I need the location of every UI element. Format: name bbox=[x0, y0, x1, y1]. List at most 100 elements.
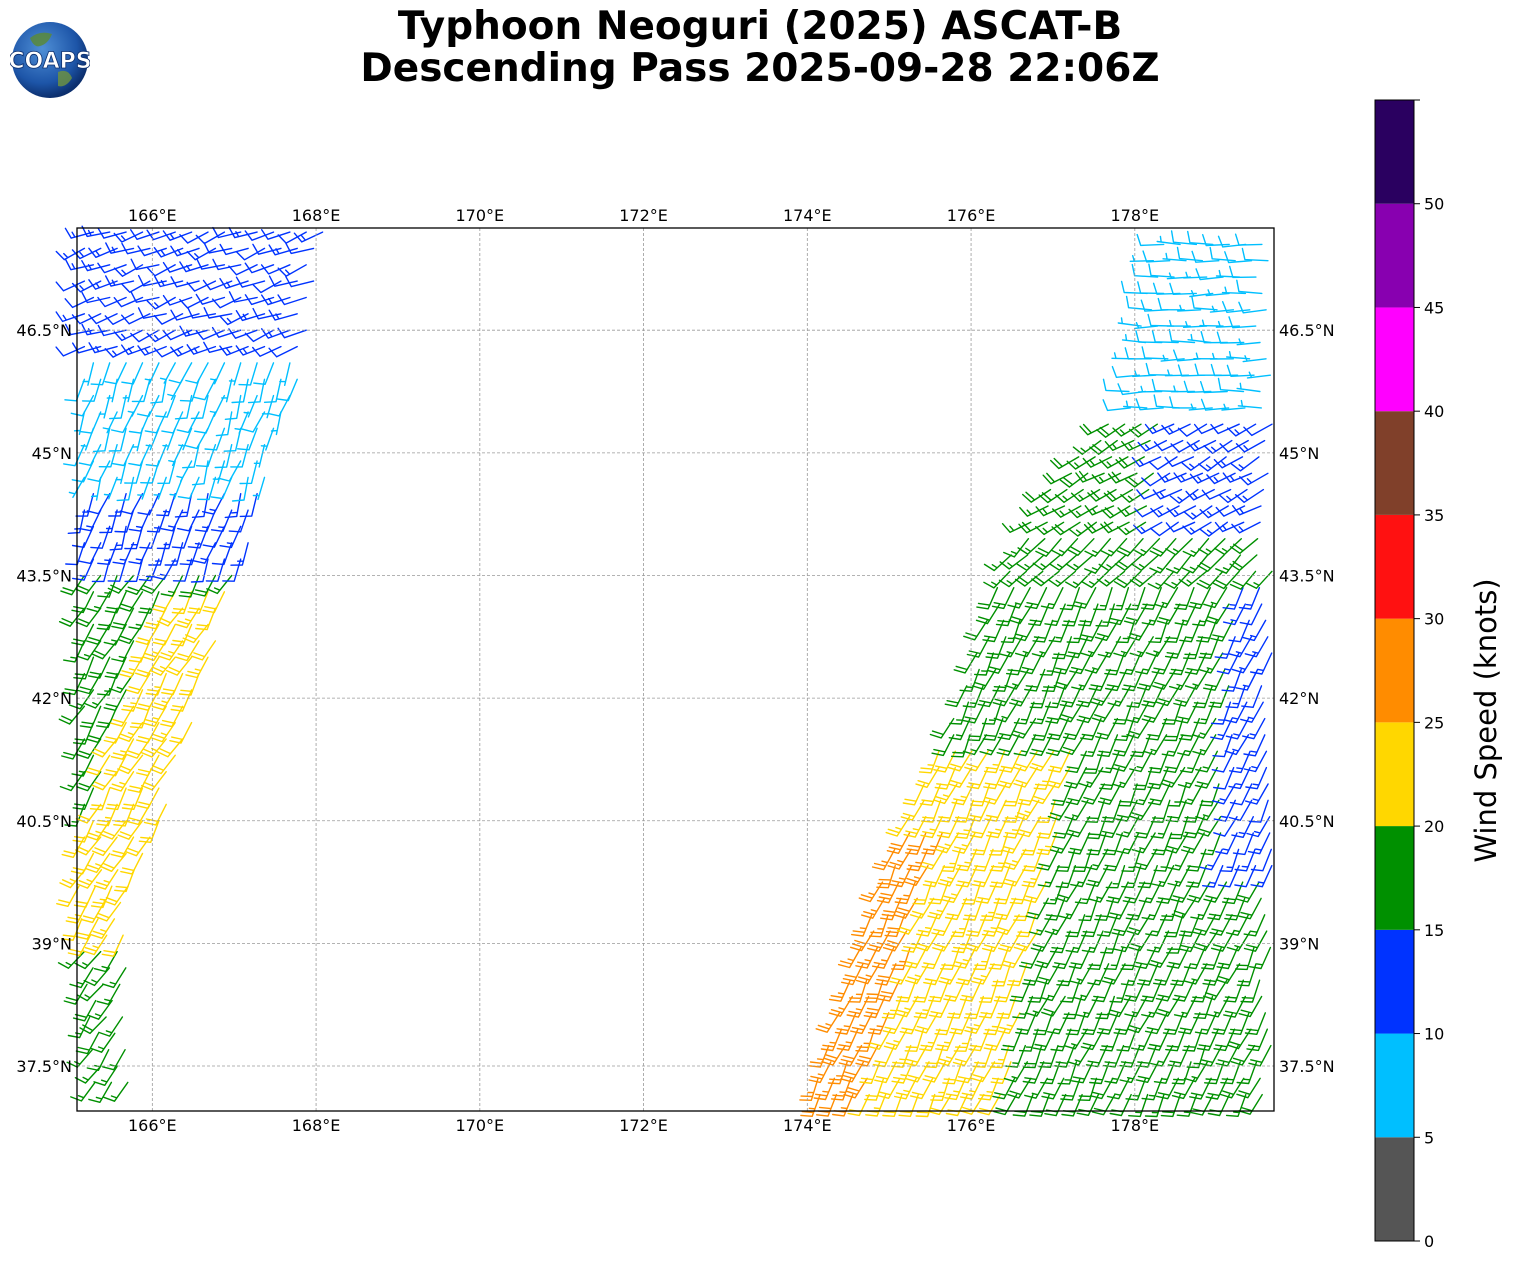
lat-label-right: 46.5°N bbox=[1279, 321, 1335, 340]
wind-barb bbox=[1229, 265, 1257, 279]
wind-barb bbox=[1124, 347, 1153, 360]
wind-barb bbox=[874, 963, 897, 986]
wind-barb bbox=[982, 619, 1005, 643]
wind-barb bbox=[838, 1044, 863, 1067]
wind-barb bbox=[813, 1077, 836, 1101]
wind-barb bbox=[1111, 352, 1136, 360]
wind-barb bbox=[1198, 456, 1227, 472]
colorbar-tick-label: 45 bbox=[1424, 298, 1444, 317]
wind-barb bbox=[1228, 766, 1251, 790]
wind-barb bbox=[1221, 668, 1242, 692]
wind-barb bbox=[149, 656, 176, 676]
wind-barb bbox=[125, 836, 151, 857]
wind-barb bbox=[1235, 439, 1266, 453]
wind-barb bbox=[1081, 783, 1105, 805]
wind-barb bbox=[1177, 304, 1202, 312]
wind-barb bbox=[228, 291, 258, 303]
wind-barb bbox=[1036, 832, 1058, 856]
wind-barb bbox=[178, 427, 193, 451]
wind-barb bbox=[1125, 295, 1153, 311]
wind-barb bbox=[80, 901, 105, 924]
wind-barb bbox=[150, 378, 167, 404]
wind-barb bbox=[206, 574, 233, 595]
wind-barb bbox=[1238, 301, 1267, 314]
wind-barb bbox=[128, 640, 151, 663]
wind-barb bbox=[971, 865, 995, 888]
wind-barb bbox=[1140, 587, 1162, 610]
wind-barb bbox=[1101, 963, 1126, 985]
wind-barb bbox=[894, 995, 919, 1018]
wind-barb bbox=[1232, 505, 1262, 516]
wind-barb bbox=[148, 542, 167, 566]
wind-barb bbox=[1129, 636, 1154, 658]
wind-barb bbox=[864, 979, 884, 1003]
wind-barb bbox=[956, 1061, 979, 1084]
wind-barb bbox=[1178, 570, 1208, 587]
wind-barb bbox=[65, 901, 89, 924]
wind-barb bbox=[991, 963, 1012, 987]
wind-barb bbox=[231, 378, 249, 404]
wind-barb bbox=[1171, 1061, 1192, 1085]
wind-barb bbox=[1031, 783, 1056, 805]
wind-barb bbox=[855, 1028, 875, 1052]
wind-barb bbox=[90, 918, 116, 939]
wind-barb bbox=[153, 313, 184, 325]
wind-barb bbox=[998, 570, 1027, 588]
wind-barb bbox=[1065, 930, 1088, 953]
wind-barb bbox=[1007, 587, 1031, 609]
wind-barb bbox=[880, 897, 902, 921]
wind-barb bbox=[962, 734, 988, 756]
wind-barb bbox=[980, 897, 1000, 921]
wind-barb bbox=[950, 914, 971, 938]
wind-barb bbox=[1117, 505, 1147, 517]
wind-barb bbox=[976, 587, 999, 610]
wind-barb bbox=[890, 1044, 912, 1068]
wind-barb bbox=[799, 1077, 819, 1101]
wind-barb bbox=[1029, 685, 1050, 709]
wind-barb bbox=[137, 245, 167, 257]
wind-barb bbox=[1209, 305, 1235, 313]
wind-barb bbox=[1210, 363, 1239, 377]
wind-barb bbox=[90, 362, 111, 386]
wind-barb bbox=[1192, 603, 1214, 627]
wind-barb bbox=[951, 930, 973, 954]
wind-barb bbox=[1189, 472, 1220, 484]
wind-barb bbox=[1175, 701, 1199, 724]
wind-barb bbox=[1100, 799, 1122, 823]
wind-barb bbox=[171, 591, 193, 615]
wind-barb bbox=[190, 558, 209, 583]
wind-barb bbox=[1087, 963, 1110, 986]
wind-barb bbox=[978, 995, 1001, 1019]
wind-barb bbox=[1151, 832, 1173, 856]
wind-barb bbox=[1080, 734, 1102, 757]
wind-barb bbox=[159, 362, 176, 384]
wind-barb bbox=[990, 1061, 1012, 1084]
wind-barb bbox=[885, 816, 911, 837]
wind-barb bbox=[1230, 1044, 1256, 1066]
wind-barb bbox=[161, 672, 184, 696]
wind-barb bbox=[1114, 554, 1143, 571]
wind-barb bbox=[1202, 234, 1230, 247]
wind-barb bbox=[103, 623, 127, 646]
wind-barb bbox=[210, 362, 226, 385]
wind-barb bbox=[174, 394, 193, 420]
wind-barb bbox=[1217, 377, 1245, 393]
wind-barb bbox=[913, 995, 935, 1019]
wind-barb bbox=[1120, 946, 1141, 971]
wind-barb bbox=[140, 460, 160, 484]
wind-barb bbox=[1113, 570, 1142, 589]
lat-label-left: 43.5°N bbox=[16, 566, 72, 585]
colorbar-bin bbox=[1375, 722, 1414, 827]
wind-barb bbox=[71, 754, 95, 777]
wind-barb bbox=[179, 296, 209, 309]
wind-barb bbox=[891, 946, 911, 971]
wind-barb bbox=[1112, 734, 1135, 757]
colorbar-bin bbox=[1375, 618, 1414, 723]
wind-barb bbox=[998, 930, 1022, 952]
wind-barb bbox=[68, 689, 95, 710]
wind-barb bbox=[1041, 1077, 1065, 1100]
wind-barb bbox=[235, 310, 266, 322]
wind-barb bbox=[1095, 717, 1119, 740]
wind-barb bbox=[1136, 233, 1165, 247]
wind-barb bbox=[936, 816, 960, 839]
